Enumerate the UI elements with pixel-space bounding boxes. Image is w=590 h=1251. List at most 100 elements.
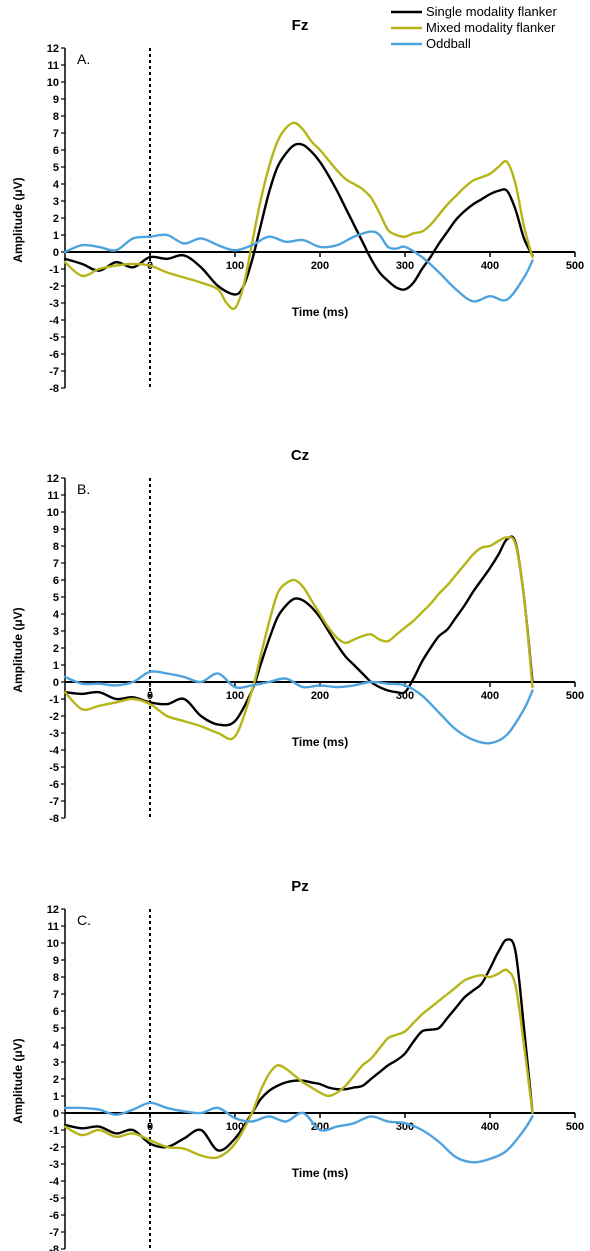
y-tick-label: -6	[49, 1210, 59, 1222]
x-tick-label: 300	[396, 260, 414, 272]
y-tick-label: -3	[49, 1159, 59, 1171]
y-tick-label: 2	[53, 213, 59, 225]
y-tick-label: 7	[53, 558, 59, 570]
x-tick-label: 100	[226, 260, 244, 272]
y-tick-label: 3	[53, 196, 59, 208]
legend: Single modality flanker Mixed modality f…	[391, 4, 557, 51]
series-line-pz-1	[63, 968, 534, 1160]
y-tick-label: 5	[53, 1023, 59, 1035]
y-tick-label: 10	[47, 77, 59, 89]
panel-label-pz: C.	[77, 912, 91, 928]
y-tick-label: -2	[49, 281, 59, 293]
x-axis-label-fz: Time (ms)	[292, 305, 348, 319]
y-tick-label: 10	[47, 938, 59, 950]
y-tick-label: 6	[53, 1006, 59, 1018]
panel-fz: FzA.1211109876543210-1-2-3-4-5-6-7-8Ampl…	[11, 17, 584, 395]
y-tick-label: -1	[49, 694, 59, 706]
chart-title-pz: Pz	[291, 878, 309, 895]
y-tick-label: 11	[47, 921, 59, 933]
y-tick-label: -4	[49, 745, 60, 757]
y-tick-label: -7	[49, 366, 59, 378]
x-tick-label: 400	[481, 1121, 499, 1133]
y-tick-label: -1	[49, 1125, 59, 1137]
y-tick-label: 9	[53, 524, 59, 536]
panel-label-cz: B.	[77, 481, 90, 497]
y-tick-label: 0	[53, 247, 59, 259]
y-tick-label: -2	[49, 711, 59, 723]
y-tick-label: 6	[53, 575, 59, 587]
y-axis-label-pz: Amplitude (μV)	[11, 1038, 25, 1123]
y-tick-label: 7	[53, 128, 59, 140]
y-tick-label: -6	[49, 349, 59, 361]
y-tick-label: -4	[49, 1176, 60, 1188]
x-tick-label: 200	[311, 260, 329, 272]
panel-cz: CzB.1211109876543210-1-2-3-4-5-6-7-8Ampl…	[11, 447, 584, 825]
y-tick-label: -8	[49, 1244, 59, 1251]
y-axis-label-cz: Amplitude (μV)	[11, 607, 25, 692]
y-tick-label: 0	[53, 1108, 59, 1120]
x-tick-label: 100	[226, 690, 244, 702]
y-tick-label: 9	[53, 955, 59, 967]
chart-title-fz: Fz	[292, 17, 309, 34]
x-tick-label: 500	[566, 690, 584, 702]
y-tick-label: 3	[53, 626, 59, 638]
y-tick-label: 12	[47, 43, 59, 55]
panel-pz: PzC.1211109876543210-1-2-3-4-5-6-7-8Ampl…	[11, 878, 584, 1251]
y-tick-label: -3	[49, 728, 59, 740]
y-tick-label: -7	[49, 796, 59, 808]
y-tick-label: -6	[49, 779, 59, 791]
y-tick-label: 1	[53, 230, 59, 242]
legend-label-oddball: Oddball	[426, 36, 471, 51]
y-tick-label: 5	[53, 592, 59, 604]
legend-label-single: Single modality flanker	[426, 4, 557, 19]
x-tick-label: 500	[566, 1121, 584, 1133]
y-tick-label: -4	[49, 315, 60, 327]
x-tick-label: 400	[481, 260, 499, 272]
x-tick-label: 500	[566, 260, 584, 272]
series-line-cz-0	[63, 535, 534, 727]
y-tick-label: -5	[49, 332, 59, 344]
y-tick-label: 0	[53, 677, 59, 689]
y-tick-label: 12	[47, 904, 59, 916]
x-tick-label: 200	[311, 690, 329, 702]
series-line-fz-2	[63, 230, 534, 303]
y-tick-label: 7	[53, 989, 59, 1001]
y-tick-label: -7	[49, 1227, 59, 1239]
y-tick-label: -1	[49, 264, 59, 276]
y-tick-label: -5	[49, 762, 59, 774]
y-tick-label: 8	[53, 972, 59, 984]
y-tick-label: 2	[53, 1074, 59, 1086]
series-line-pz-0	[63, 938, 534, 1152]
x-tick-label: 400	[481, 690, 499, 702]
x-tick-label: 100	[226, 1121, 244, 1133]
y-tick-label: 4	[53, 179, 60, 191]
y-tick-label: 8	[53, 541, 59, 553]
y-tick-label: -8	[49, 383, 59, 395]
y-tick-label: 10	[47, 507, 59, 519]
y-axis-label-fz: Amplitude (μV)	[11, 177, 25, 262]
series-line-fz-0	[63, 142, 534, 296]
y-tick-label: -2	[49, 1142, 59, 1154]
y-tick-label: 11	[47, 60, 59, 72]
y-tick-label: 12	[47, 473, 59, 485]
x-axis-label-pz: Time (ms)	[292, 1166, 348, 1180]
y-tick-label: -3	[49, 298, 59, 310]
y-tick-label: 1	[53, 1091, 59, 1103]
series-line-fz-1	[63, 121, 534, 311]
y-tick-label: 9	[53, 94, 59, 106]
series-line-pz-2	[63, 1101, 534, 1164]
y-tick-label: 4	[53, 609, 60, 621]
series-line-cz-1	[63, 536, 534, 741]
y-tick-label: 5	[53, 162, 59, 174]
y-tick-label: 4	[53, 1040, 60, 1052]
y-tick-label: 1	[53, 660, 59, 672]
legend-label-mixed: Mixed modality flanker	[426, 20, 556, 35]
y-tick-label: 3	[53, 1057, 59, 1069]
panel-label-fz: A.	[77, 51, 90, 67]
y-tick-label: 2	[53, 643, 59, 655]
y-tick-label: -5	[49, 1193, 59, 1205]
series-line-cz-2	[63, 670, 534, 745]
x-axis-label-cz: Time (ms)	[292, 735, 348, 749]
y-tick-label: 11	[47, 490, 59, 502]
